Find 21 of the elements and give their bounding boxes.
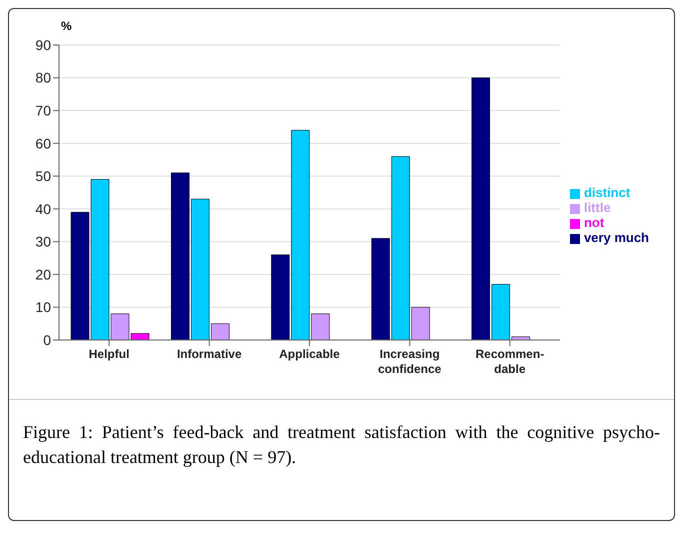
legend-label: distinct [584, 185, 630, 200]
y-tick-label: 80 [35, 70, 52, 86]
y-axis-title: % [61, 19, 72, 33]
x-tick-label: Applicable [279, 347, 340, 361]
legend-label: not [584, 215, 604, 230]
y-tick-label: 40 [35, 200, 52, 217]
y-tick-label: 30 [35, 234, 52, 250]
y-tick-label: 20 [35, 266, 52, 282]
y-tick-label: 50 [35, 168, 52, 184]
x-tick-label: Increasing confidence [378, 347, 442, 376]
x-tick-label: Helpful [88, 347, 130, 361]
caption: Figure 1: Patient’s feed-back and treatment satisfaction with the cognitive psycho-educational treatment group (N = 97). [23, 421, 660, 470]
y-tick-label: 90 [35, 36, 52, 53]
y-tick-label: 0 [43, 332, 52, 348]
y-tick-label: 10 [35, 299, 52, 316]
y-tick-label: 60 [35, 135, 52, 152]
y-tick-label: 70 [35, 102, 52, 119]
x-tick-label: Informative [176, 347, 242, 361]
legend-label: very much [584, 230, 649, 245]
x-tick-label: Recommen-dable [476, 347, 544, 376]
legend-label: little [584, 200, 611, 215]
